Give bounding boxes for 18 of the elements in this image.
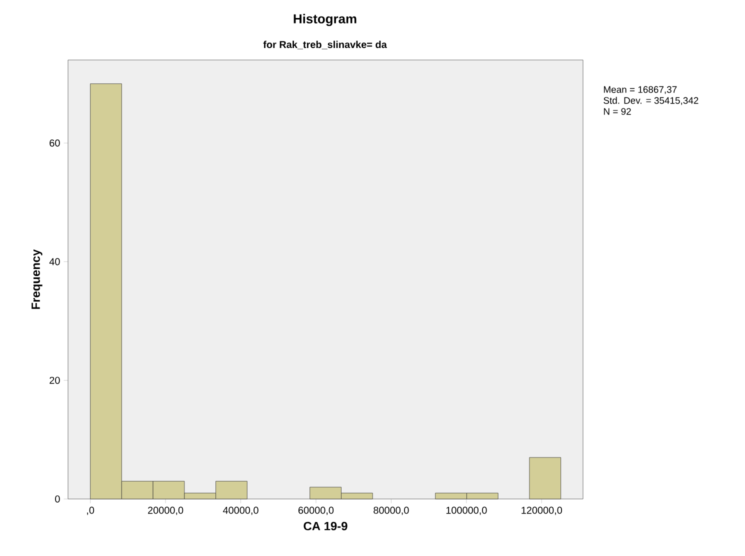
y-tick-label: 60: [50, 140, 60, 147]
chart-subtitle: for Rak_treb_slinavke= da: [263, 40, 387, 50]
x-tick-label: 80000,0: [374, 506, 409, 515]
text: Mean = 16867,37: [604, 86, 677, 94]
y-axis-title: Frequency: [32, 249, 42, 309]
y-tick-label: 40: [49, 258, 60, 266]
x-tick-label: ,0: [87, 506, 94, 515]
x-axis-title: CA 19-9: [304, 522, 348, 530]
text: Std. Dev. = 35415,342: [604, 96, 698, 105]
x-tick-label: 60000,0: [298, 506, 334, 515]
y-tick-label: 20: [50, 376, 60, 384]
text: N = 92: [604, 108, 631, 115]
chart-title: Histogram: [294, 14, 356, 26]
x-tick-label: 20000,0: [148, 506, 184, 515]
x-tick-label: 120000,0: [522, 506, 562, 515]
x-tick-label: 100000,0: [446, 506, 487, 515]
y-tick-label: 0: [55, 495, 60, 503]
x-tick-label: 40000,0: [222, 506, 258, 515]
